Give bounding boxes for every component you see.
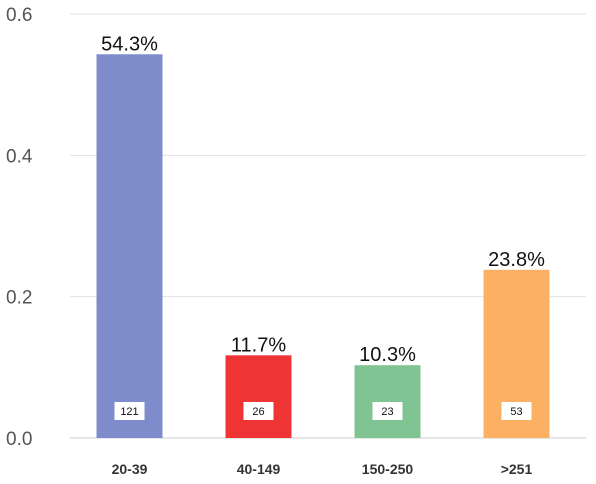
count-box <box>114 402 145 420</box>
percent-label: 11.7% <box>231 334 286 356</box>
y-tick-label: 0.2 <box>6 288 32 309</box>
y-tick-label: 0.4 <box>6 146 33 167</box>
count-label: 121 <box>120 406 138 418</box>
percent-label: 54.3% <box>101 33 158 55</box>
bar-40-149 <box>225 355 292 438</box>
bar-20-39 <box>96 54 163 438</box>
count-box <box>243 402 274 420</box>
x-tick-label: >251 <box>501 461 533 477</box>
y-tick-label: 0.0 <box>6 429 32 450</box>
bars: 54.3% 121 11.7% 26 10.3% 23 23.8% 53 <box>96 33 550 438</box>
x-tick-label: 20-39 <box>112 461 148 477</box>
percent-label: 23.8% <box>488 249 545 271</box>
x-tick-label: 150-250 <box>362 461 414 477</box>
count-label: 26 <box>252 406 264 418</box>
count-label: 23 <box>381 406 393 418</box>
y-axis-ticks: 0.0 0.2 0.4 0.6 <box>6 5 33 450</box>
count-box <box>372 402 403 420</box>
y-tick-label: 0.6 <box>6 5 32 26</box>
bar-150-250 <box>354 365 421 438</box>
percent-label: 10.3% <box>359 344 416 366</box>
count-box <box>501 402 532 420</box>
x-tick-label: 40-149 <box>237 461 281 477</box>
count-label: 53 <box>510 406 522 418</box>
x-axis-ticks: 20-39 40-149 150-250 >251 <box>112 461 533 477</box>
